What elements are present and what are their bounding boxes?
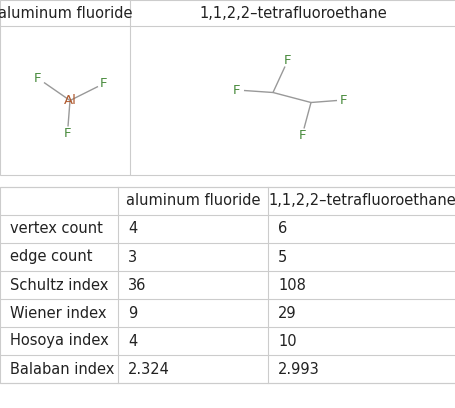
Text: Al: Al [63,94,76,107]
Bar [0,0,455,175]
Text: 4: 4 [128,333,137,348]
Text: 108: 108 [278,277,305,293]
Text: Schultz index: Schultz index [10,277,108,293]
Text: 36: 36 [128,277,146,293]
Text: F: F [34,72,42,85]
Text: 1,1,2,2–tetrafluoroethane: 1,1,2,2–tetrafluoroethane [268,193,455,208]
Text: F: F [64,127,71,140]
Text: 2.993: 2.993 [278,361,319,377]
Text: Balaban index: Balaban index [10,361,114,377]
Text: aluminum fluoride: aluminum fluoride [126,193,260,208]
Text: vertex count: vertex count [10,222,103,237]
Text: F: F [339,94,347,107]
Text: aluminum fluoride: aluminum fluoride [0,5,132,20]
Text: 3: 3 [128,250,137,264]
Text: 5: 5 [278,250,287,264]
Text: F: F [100,77,107,90]
Text: 4: 4 [128,222,137,237]
Text: 9: 9 [128,306,137,321]
Text: edge count: edge count [10,250,92,264]
Text: F: F [233,84,240,97]
Text: Hosoya index: Hosoya index [10,333,108,348]
Text: 1,1,2,2–tetrafluoroethane: 1,1,2,2–tetrafluoroethane [199,5,386,20]
Text: 2.324: 2.324 [128,361,170,377]
Text: F: F [298,129,306,142]
Bar [0,187,455,383]
Text: 10: 10 [278,333,296,348]
Text: Wiener index: Wiener index [10,306,106,321]
Text: 6: 6 [278,222,287,237]
Text: 29: 29 [278,306,296,321]
Text: F: F [283,54,291,67]
